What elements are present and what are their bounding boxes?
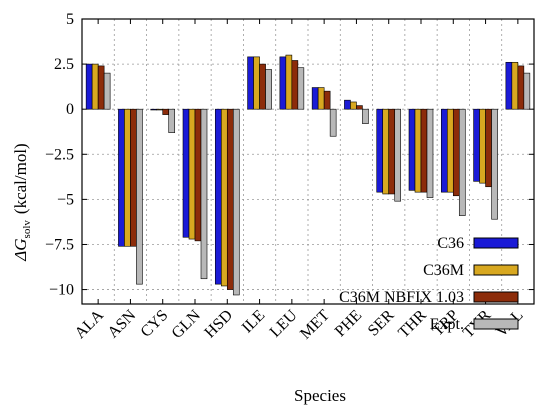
bar-cys-c36 (150, 108, 158, 111)
bar-tyr-c36 (473, 108, 480, 182)
x-tick-label: ASN (105, 306, 140, 341)
legend-swatch (473, 237, 519, 249)
bar-ser-c36 (376, 108, 384, 193)
bar-trp-c36m (446, 108, 454, 193)
bar-val-expt- (523, 72, 531, 110)
bar-ser-c36m-nbfix-1-03 (388, 108, 396, 195)
bar-leu-c36m-nbfix-1-03 (291, 60, 299, 110)
legend-swatch (473, 264, 519, 276)
bar-hsd-c36 (214, 108, 222, 285)
bar-met-c36m-nbfix-1-03 (323, 90, 331, 110)
bar-cys-expt- (168, 108, 176, 133)
legend-label: C36M (423, 262, 464, 279)
bar-ala-c36 (85, 63, 93, 110)
bar-ile-c36m (253, 56, 260, 110)
legend-label: Expt. (430, 316, 464, 333)
x-tick-label: HSD (201, 307, 236, 342)
legend-item: Expt. (430, 316, 519, 333)
y-tick-label: 5 (66, 11, 74, 28)
bar-phe-c36m-nbfix-1-03 (356, 105, 363, 110)
legend-swatch (473, 291, 519, 303)
bar-ala-expt- (103, 72, 111, 110)
bar-hsd-c36m-nbfix-1-03 (226, 108, 234, 290)
x-tick-label: GLN (169, 306, 205, 342)
bar-tyr-expt- (491, 108, 498, 220)
bar-gln-expt- (200, 108, 208, 280)
bar-trp-c36 (440, 108, 448, 193)
x-tick-label: ALA (72, 306, 108, 342)
bar-asn-c36 (118, 108, 125, 247)
bar-val-c36m (511, 61, 519, 110)
bar-leu-c36m (285, 54, 293, 110)
legend-label: C36M NBFIX 1.03 (339, 289, 464, 306)
bar-asn-expt- (136, 108, 143, 285)
bar-trp-c36m-nbfix-1-03 (452, 108, 460, 197)
bar-ile-c36 (247, 56, 254, 110)
bar-met-expt- (329, 108, 337, 137)
bar-hsd-expt- (232, 108, 240, 296)
bar-ile-expt- (265, 69, 272, 110)
bar-phe-expt- (362, 108, 369, 124)
y-tick-label: 0 (66, 101, 74, 118)
plot-frame (81, 18, 535, 305)
bar-ala-c36m (91, 63, 99, 110)
x-tick-label: MET (297, 307, 333, 343)
bar-hsd-c36m (220, 108, 228, 287)
bar-thr-expt- (426, 108, 434, 198)
bar-asn-c36m (124, 108, 131, 247)
x-tick-label: THR (395, 307, 430, 342)
bar-ala-c36m-nbfix-1-03 (97, 65, 105, 110)
bar-tyr-c36m-nbfix-1-03 (485, 108, 492, 188)
bar-leu-c36 (279, 56, 287, 110)
bar-gln-c36 (182, 108, 190, 238)
y-tick-label: −2.5 (45, 146, 74, 163)
bar-asn-c36m-nbfix-1-03 (130, 108, 137, 247)
x-axis-label: Species (294, 386, 346, 405)
bar-phe-c36m (350, 101, 357, 110)
bar-trp-expt- (458, 108, 466, 216)
bar-val-c36 (505, 61, 513, 110)
legend-item: C36M NBFIX 1.03 (339, 289, 519, 306)
bar-met-c36 (311, 87, 319, 110)
grid (82, 18, 534, 304)
x-tick-label: SER (365, 307, 398, 340)
bar-thr-c36 (408, 108, 416, 191)
legend-label: C36 (437, 235, 464, 252)
bar-ser-c36m (382, 108, 390, 195)
x-tick-label: LEU (267, 306, 301, 340)
x-tick-label: ILE (239, 307, 269, 337)
bar-cys-c36m-nbfix-1-03 (162, 108, 170, 115)
bar-met-c36m (317, 87, 325, 110)
x-tick-label: CYS (138, 307, 172, 341)
bar-cys-c36m (156, 108, 164, 111)
y-tick-label: −5 (57, 191, 74, 208)
legend: C36 C36M C36M NBFIX 1.03 Expt. (339, 235, 519, 333)
bar-leu-expt- (297, 67, 305, 110)
y-axis-label: ΔGsolv(kcal/mol) (11, 143, 33, 261)
bar-ile-c36m-nbfix-1-03 (259, 63, 266, 110)
svg-text:ΔGsolv(kcal/mol): ΔGsolv(kcal/mol) (11, 143, 33, 261)
bar-gln-c36m-nbfix-1-03 (194, 108, 202, 242)
x-tick-label: PHE (332, 307, 365, 340)
y-tick-label: −7.5 (45, 236, 74, 253)
bar-ser-expt- (394, 108, 402, 202)
y-axis: 5 2.5 0 −2.5 −5 −7.5 −10 (45, 11, 534, 299)
bar-gln-c36m (188, 108, 196, 240)
bar-phe-c36 (344, 99, 351, 110)
legend-item: C36 (437, 235, 519, 252)
bar-val-c36m-nbfix-1-03 (517, 65, 525, 110)
legend-swatch (473, 318, 519, 330)
y-tick-label: −10 (49, 282, 74, 299)
legend-item: C36M (423, 262, 519, 279)
y-tick-label: 2.5 (54, 56, 74, 73)
bar-thr-c36m (414, 108, 422, 193)
bar-thr-c36m-nbfix-1-03 (420, 108, 428, 193)
bar-tyr-c36m (479, 108, 486, 184)
bars (85, 54, 531, 296)
